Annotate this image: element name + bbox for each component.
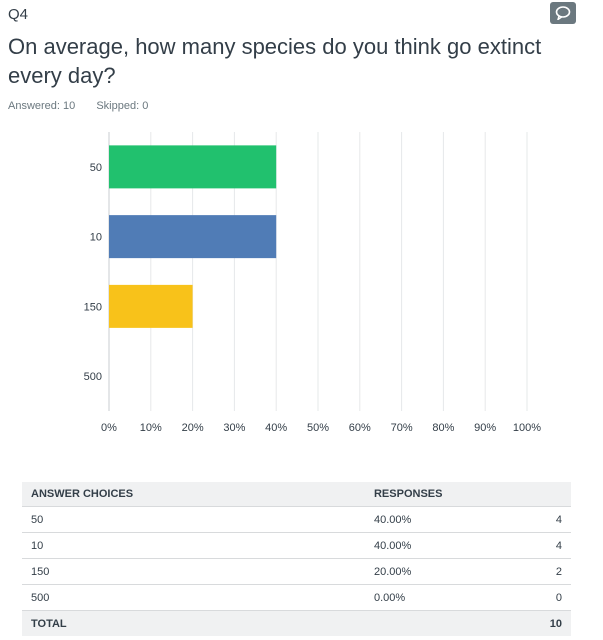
category-label: 500 xyxy=(84,371,102,383)
count-cell[interactable]: 0 xyxy=(523,584,571,611)
x-tick-label: 50% xyxy=(307,422,329,434)
x-tick-label: 10% xyxy=(140,422,162,434)
bar xyxy=(109,145,277,189)
comment-bubble-icon xyxy=(555,6,571,20)
x-tick-label: 40% xyxy=(265,422,287,434)
question-number: Q4 xyxy=(8,6,29,23)
x-tick-label: 20% xyxy=(182,422,204,434)
x-tick-label: 60% xyxy=(349,422,371,434)
choice-cell: 10 xyxy=(22,532,365,559)
percent-cell: 0.00% xyxy=(364,584,523,611)
skipped-count: Skipped: 0 xyxy=(96,100,149,112)
category-label: 10 xyxy=(90,232,102,244)
table-header-row: ANSWER CHOICES RESPONSES xyxy=(22,482,571,507)
count-cell[interactable]: 4 xyxy=(523,532,571,559)
percent-cell: 40.00% xyxy=(364,532,523,559)
percent-cell: 40.00% xyxy=(364,506,523,533)
x-tick-label: 30% xyxy=(223,422,245,434)
x-tick-label: 70% xyxy=(391,422,413,434)
x-tick-label: 0% xyxy=(101,422,117,434)
header-responses: RESPONSES xyxy=(364,482,571,507)
choice-cell: 500 xyxy=(22,584,365,611)
table-row: 50 40.00% 4 xyxy=(22,506,571,533)
choice-cell: 150 xyxy=(22,558,365,585)
total-row: TOTAL 10 xyxy=(22,610,571,636)
question-title: On average, how many species do you thin… xyxy=(8,34,542,88)
count-cell[interactable]: 4 xyxy=(523,506,571,533)
response-stats: Answered: 10 Skipped: 0 xyxy=(8,100,166,112)
header-answer-choices: ANSWER CHOICES xyxy=(22,482,365,507)
response-table: ANSWER CHOICES RESPONSES 50 40.00% 4 10 … xyxy=(22,482,571,636)
total-count: 10 xyxy=(523,610,571,636)
total-label: TOTAL xyxy=(22,610,523,636)
table-row: 150 20.00% 2 xyxy=(22,558,571,585)
comment-button[interactable] xyxy=(550,2,576,24)
table-row: 10 40.00% 4 xyxy=(22,532,571,559)
choice-cell: 50 xyxy=(22,506,365,533)
x-tick-label: 100% xyxy=(513,422,541,434)
x-tick-label: 80% xyxy=(432,422,454,434)
table-row: 500 0.00% 0 xyxy=(22,584,571,611)
category-label: 150 xyxy=(84,301,102,313)
bar xyxy=(109,284,193,328)
bar xyxy=(109,215,277,259)
percent-cell: 20.00% xyxy=(364,558,523,585)
count-cell[interactable]: 2 xyxy=(523,558,571,585)
bar-chart: 0% 10% 20% 30% 40% 50% 60% 70% 80% 90% 100% 50 10 150… xyxy=(84,132,541,434)
category-label: 50 xyxy=(90,162,102,174)
answered-count: Answered: 10 xyxy=(8,100,76,112)
x-tick-label: 90% xyxy=(474,422,496,434)
